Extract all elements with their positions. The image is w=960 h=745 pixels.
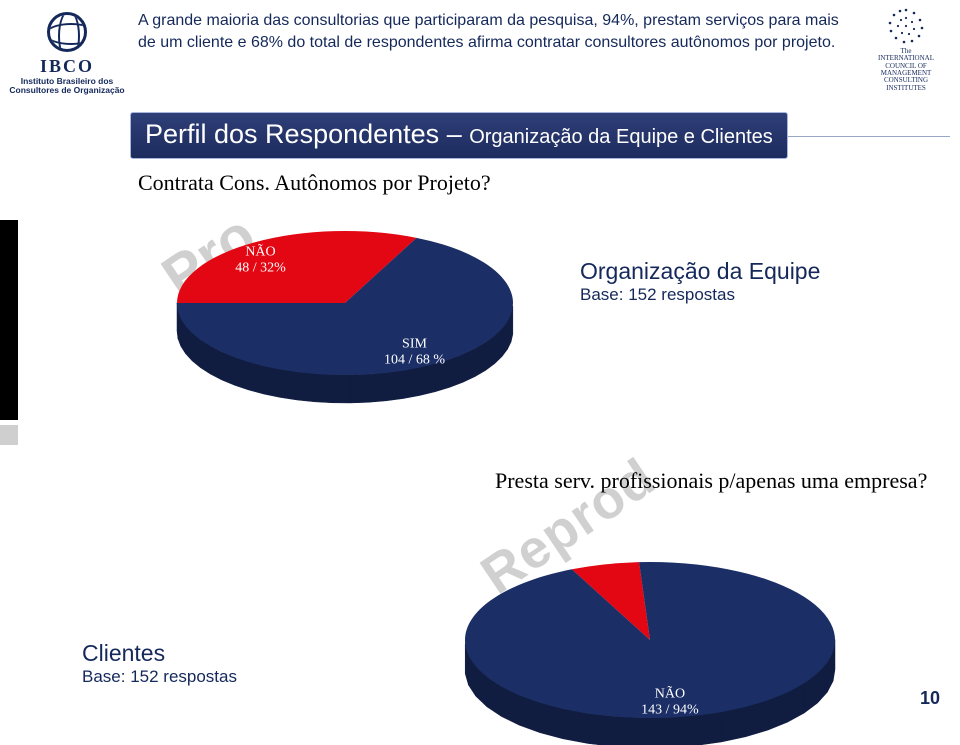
question-2: Presta serv. profissionais p/apenas uma … — [495, 468, 927, 494]
svg-text:9 / 6%: 9 / 6% — [637, 547, 674, 562]
section-title-main: Perfil dos Respondentes — [145, 119, 439, 149]
side2-sub: Base: 152 respostas — [82, 667, 237, 687]
ibco-logo: IBCO Instituto Brasileiro dos Consultore… — [6, 12, 128, 96]
side-label-2: Clientes Base: 152 respostas — [82, 640, 237, 687]
margin-bars — [0, 0, 18, 721]
section-title-sep: – — [439, 119, 469, 149]
dots-globe-icon — [886, 6, 926, 46]
side-label-1: Organização da Equipe Base: 152 resposta… — [580, 258, 820, 305]
ibco-sub2: Consultores de Organização — [6, 86, 128, 95]
icmci-line6: INSTITUTES — [862, 85, 950, 92]
section-title: Perfil dos Respondentes – Organização da… — [130, 112, 788, 159]
svg-text:NÃO: NÃO — [245, 244, 275, 260]
pie-chart-1: NÃO48 / 32% SIM104 / 68 % — [160, 215, 530, 415]
globe-icon — [47, 12, 87, 52]
intro-text: A grande maioria das consultorias que pa… — [138, 10, 858, 53]
svg-text:104 / 68 %: 104 / 68 % — [384, 352, 445, 367]
svg-text:48 / 32%: 48 / 32% — [235, 261, 286, 276]
section-title-sub: Organização da Equipe e Clientes — [469, 126, 773, 148]
svg-text:SIM: SIM — [402, 336, 427, 351]
section-title-row: Perfil dos Respondentes – Organização da… — [130, 112, 950, 160]
side2-title: Clientes — [82, 640, 237, 667]
question-1: Contrata Cons. Autônomos por Projeto? — [138, 170, 491, 196]
svg-text:143 / 94%: 143 / 94% — [641, 703, 699, 718]
svg-text:SIM: SIM — [643, 531, 668, 546]
ibco-name: IBCO — [6, 56, 128, 77]
side1-title: Organização da Equipe — [580, 258, 820, 285]
side1-sub: Base: 152 respostas — [580, 285, 820, 305]
pie-chart-2: SIM9 / 6%NÃO143 / 94% — [450, 540, 850, 740]
svg-text:NÃO: NÃO — [655, 686, 685, 702]
page-number: 10 — [920, 688, 940, 709]
icmci-logo: The INTERNATIONAL COUNCIL OF MANAGEMENT … — [862, 6, 950, 92]
